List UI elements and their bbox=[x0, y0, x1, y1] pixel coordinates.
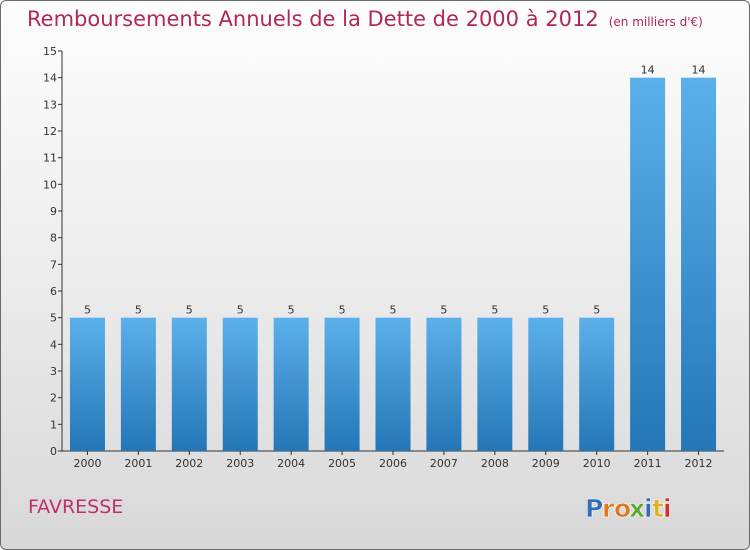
bar-value-label: 5 bbox=[84, 304, 91, 317]
bar-value-label: 5 bbox=[339, 304, 346, 317]
x-tick-label: 2008 bbox=[481, 457, 509, 470]
logo-letter: i bbox=[663, 494, 672, 523]
x-tick-label: 2007 bbox=[430, 457, 458, 470]
y-tick-label: 0 bbox=[50, 445, 57, 458]
y-tick-label: 5 bbox=[50, 312, 57, 325]
x-tick-label: 2003 bbox=[226, 457, 254, 470]
commune-name: FAVRESSE bbox=[28, 496, 124, 518]
x-tick-label: 2010 bbox=[583, 457, 611, 470]
chart-unit: (en milliers d'€) bbox=[608, 15, 703, 29]
chart-title-text: Remboursements Annuels de la Dette de 20… bbox=[27, 7, 599, 31]
logo-letter: t bbox=[652, 494, 664, 523]
y-tick-label: 13 bbox=[43, 98, 57, 111]
bar bbox=[375, 317, 411, 451]
bar bbox=[171, 317, 207, 451]
bar bbox=[630, 77, 666, 452]
y-tick-label: 8 bbox=[50, 232, 57, 245]
y-tick-label: 15 bbox=[43, 45, 57, 58]
bar bbox=[681, 77, 717, 452]
y-tick-label: 2 bbox=[50, 392, 57, 405]
y-tick-label: 10 bbox=[43, 178, 57, 191]
bar bbox=[324, 317, 360, 451]
x-tick-label: 2005 bbox=[328, 457, 356, 470]
proxiti-logo-icon: Pr oxi t i bbox=[585, 494, 672, 524]
y-tick-label: 1 bbox=[50, 418, 57, 431]
logo-letter: o bbox=[614, 494, 631, 523]
bar-value-label: 5 bbox=[237, 304, 244, 317]
bar-value-label: 14 bbox=[641, 64, 655, 77]
x-tick-label: 2012 bbox=[685, 457, 713, 470]
x-tick-label: 2006 bbox=[379, 457, 407, 470]
x-tick-label: 2000 bbox=[73, 457, 101, 470]
bars: 5 5 5 5 5 5 5 5 5 5 5 14 14 bbox=[69, 64, 717, 452]
x-tick-label: 2004 bbox=[277, 457, 305, 470]
bar bbox=[426, 317, 462, 451]
bar-value-label: 5 bbox=[593, 304, 600, 317]
bar-value-label: 5 bbox=[491, 304, 498, 317]
y-tick-label: 14 bbox=[43, 72, 57, 85]
bar-value-label: 5 bbox=[390, 304, 397, 317]
y-tick-label: 7 bbox=[50, 258, 57, 271]
y-tick-label: 3 bbox=[50, 365, 57, 378]
x-tick-label: 2009 bbox=[532, 457, 560, 470]
chart-title: Remboursements Annuels de la Dette de 20… bbox=[27, 7, 703, 31]
bar bbox=[273, 317, 309, 451]
y-tick-label: 6 bbox=[50, 285, 57, 298]
logo-letter: x bbox=[629, 494, 645, 523]
bar-value-label: 14 bbox=[692, 64, 706, 77]
x-tick-label: 2001 bbox=[124, 457, 152, 470]
bar bbox=[222, 317, 258, 451]
bar-value-label: 5 bbox=[440, 304, 447, 317]
logo-letter: r bbox=[602, 494, 615, 523]
logo-letter: P bbox=[585, 494, 603, 523]
y-tick-label: 9 bbox=[50, 205, 57, 218]
y-tick-label: 12 bbox=[43, 125, 57, 138]
bar bbox=[579, 317, 615, 451]
x-tick-label: 2011 bbox=[634, 457, 662, 470]
x-tick-label: 2002 bbox=[175, 457, 203, 470]
y-tick-label: 11 bbox=[43, 152, 57, 165]
y-tick-label: 4 bbox=[50, 338, 57, 351]
bar bbox=[69, 317, 105, 451]
bar-value-label: 5 bbox=[186, 304, 193, 317]
logo-letter: i bbox=[644, 494, 653, 523]
bar bbox=[120, 317, 156, 451]
bar-value-label: 5 bbox=[288, 304, 295, 317]
bar bbox=[477, 317, 513, 451]
x-axis: 2000 2001 2002 2003 2004 2005 2006 2007 2008 2009… bbox=[62, 450, 724, 470]
bar-value-label: 5 bbox=[135, 304, 142, 317]
bar-value-label: 5 bbox=[542, 304, 549, 317]
bar bbox=[528, 317, 564, 451]
